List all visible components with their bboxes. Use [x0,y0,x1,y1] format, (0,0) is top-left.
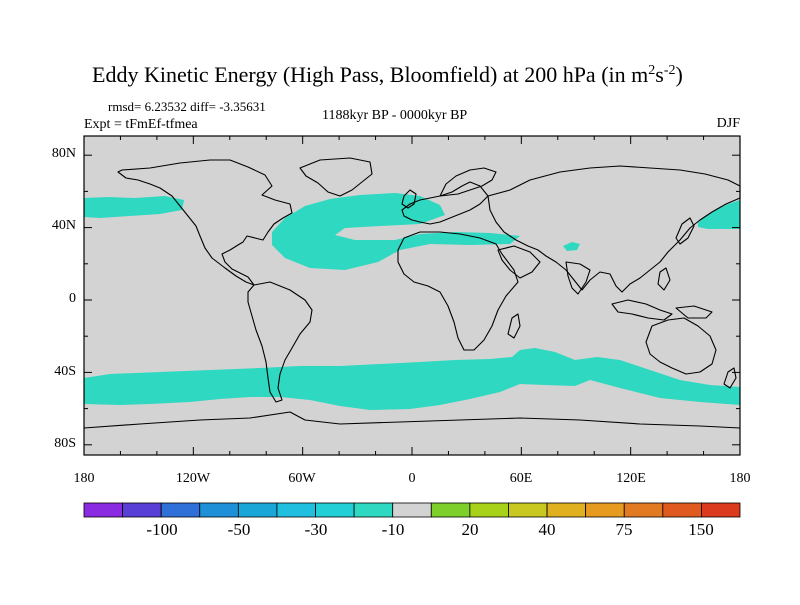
latitude-labels: 80N 40N 0 40S 80S [52,146,76,451]
coast-british-isles [401,189,417,209]
title-mid: s [655,62,664,87]
anomaly-shading [84,193,740,410]
coast-india [565,261,591,295]
lon-label: 180 [730,471,751,486]
anomaly-mediterranean-patch [563,242,580,251]
coast-japan [675,217,695,245]
colorbar-swatch [508,502,548,518]
colorbar-label: -50 [228,520,251,539]
coast-africa [397,231,519,351]
experiment-label: Expt = tFmEf-tfmea [84,117,198,132]
coast-new-guinea [675,305,713,319]
title-main: Eddy Kinetic Energy (High Pass, Bloomfie… [92,62,648,87]
coastlines [83,157,741,429]
colorbar-label: 150 [688,520,714,539]
colorbar-swatch [392,502,432,518]
coast-new-zealand [723,367,737,389]
figure-title: Eddy Kinetic Energy (High Pass, Bloomfie… [92,62,683,87]
colorbar-label: 20 [462,520,479,539]
coast-scandinavia [439,167,497,197]
colorbar-swatch [662,502,702,518]
colorbar-swatch [276,502,316,518]
colorbar-swatch [546,502,587,518]
axis-ticks [83,136,741,455]
coast-philippines [657,267,671,291]
colorbar-swatch [160,502,201,518]
coast-greenland [299,157,373,197]
colorbar-swatch [623,502,664,518]
lon-label: 120W [176,471,211,486]
colorbar-label: 40 [539,520,556,539]
map-panel [83,135,741,456]
lon-label: 60W [288,471,316,486]
coast-asia [487,165,741,293]
lat-label: 80N [52,146,76,161]
colorbar-label: -100 [146,520,177,539]
season-label: DJF [717,116,741,131]
period-label: 1188kyr BP - 0000kyr BP [322,108,467,123]
colorbar-label: -30 [305,520,328,539]
anomaly-east-asia [698,200,740,229]
title-close: ) [675,62,682,87]
coast-south-america [247,281,313,403]
lat-label: 40S [54,364,76,379]
stats-label: rmsd= 6.23532 diff= -3.35631 [108,99,266,114]
colorbar-swatch [701,502,741,518]
colorbar-swatch [83,502,123,518]
colorbar-swatch [122,502,162,518]
lon-label: 0 [409,471,416,486]
coast-madagascar [507,313,521,339]
anomaly-north-atlantic [272,193,520,270]
title-sup-2: -2 [664,63,676,78]
coast-europe [401,181,489,225]
lon-label: 60E [510,471,533,486]
title-sup-1: 2 [648,63,655,78]
colorbar-swatch [469,502,509,518]
colorbar-swatch [353,502,394,518]
colorbar-swatch [237,502,278,518]
colorbar-label: -10 [382,520,405,539]
coast-antarctica [83,411,741,429]
colorbar-labels: -100 -50 -30 -10 20 40 75 150 [146,520,713,539]
lat-label: 40N [52,218,76,233]
lat-label: 0 [69,291,76,306]
colorbar-swatch [430,502,471,518]
anomaly-southern-ocean [84,348,740,410]
colorbar-swatch [199,502,239,518]
colorbar-swatch [315,502,355,518]
lon-label: 180 [74,471,95,486]
coast-north-america [117,159,293,286]
coast-australia [645,317,717,375]
longitude-labels: 180 120W 60W 0 60E 120E 180 [74,471,751,486]
colorbar-swatch [585,502,625,518]
coast-indonesia [611,299,673,321]
lat-label: 80S [54,436,76,451]
lon-label: 120E [616,471,646,486]
anomaly-north-pacific [84,196,184,218]
coast-arabia [497,245,541,279]
colorbar [83,502,741,518]
colorbar-label: 75 [616,520,633,539]
